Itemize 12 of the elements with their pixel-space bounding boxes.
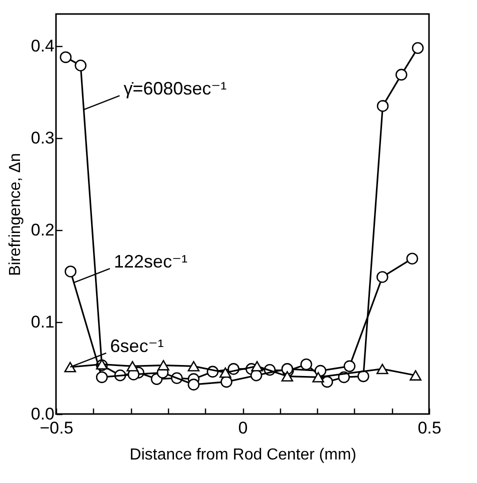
x-tick-label: 0.5 xyxy=(418,418,442,438)
y-tick-label: 0.1 xyxy=(30,312,54,332)
x-tick-label: −0.5 xyxy=(40,418,74,438)
annotation: 6sec⁻¹ xyxy=(110,336,164,356)
annotation: γ̇=6080sec⁻¹ xyxy=(124,78,227,99)
x-axis-title: Distance from Rod Center (mm) xyxy=(130,446,356,464)
y-axis-title: Birefringence, Δn xyxy=(6,153,24,276)
y-tick-label: 0.4 xyxy=(30,36,54,56)
y-tick-label: 0.2 xyxy=(30,220,54,240)
x-tick-label: 0 xyxy=(238,418,248,438)
annotation: 122sec⁻¹ xyxy=(114,252,188,272)
y-tick-label: 0.3 xyxy=(30,128,54,148)
